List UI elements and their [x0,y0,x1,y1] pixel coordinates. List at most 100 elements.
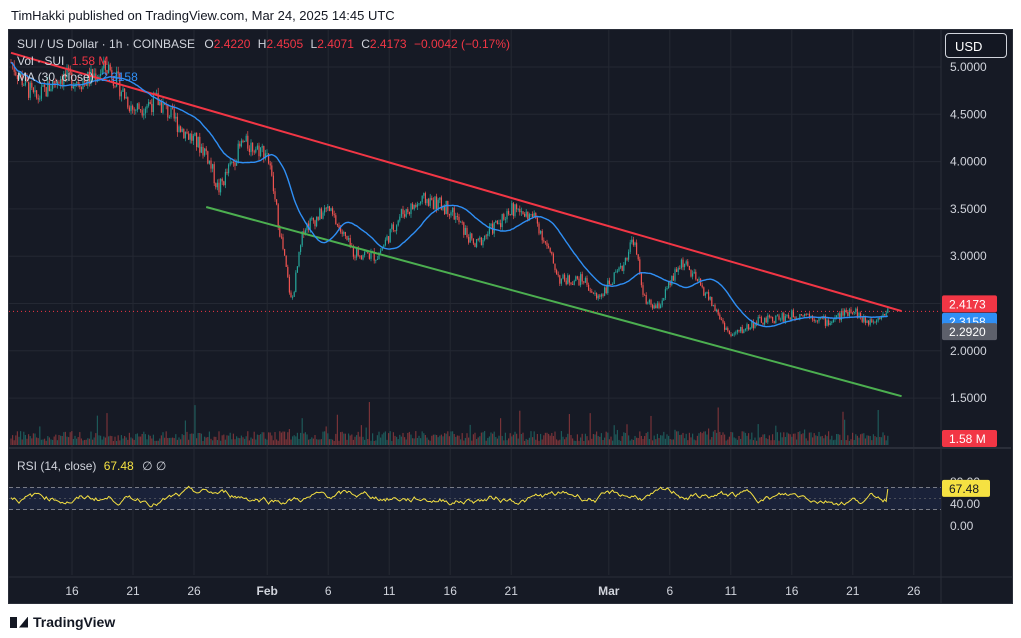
candle-body [508,211,510,215]
candle-body [722,319,724,323]
candle-body [93,73,95,79]
volume-bar [71,431,73,445]
volume-bar [605,431,607,445]
candle-body [634,242,636,245]
volume-bar [212,440,214,445]
candle-body [71,72,73,89]
volume-bar [215,436,217,445]
candle-body [864,316,866,323]
candle-body [370,251,372,259]
candle-body [725,328,727,330]
candle-body [765,317,767,323]
volume-bar [317,439,319,445]
volume-bar [125,437,127,445]
volume-bar [264,438,266,445]
candle-body [325,207,327,209]
candle-body [288,276,290,293]
candle-body [189,133,191,140]
candle-body [116,71,118,87]
candle-body [368,253,370,259]
candle-body [316,216,318,227]
volume-bar [236,436,238,445]
volume-bar [245,436,247,445]
candle-body [151,103,153,113]
volume-bar [696,435,698,445]
volume-bar [90,431,92,445]
support-trendline[interactable] [205,206,902,398]
candle-body [277,204,279,228]
volume-bar [44,438,46,445]
candle-body [708,292,710,300]
volume-bar [709,439,711,445]
volume-legend: Vol · SUI 1.58 M [17,54,108,68]
candle-body [704,293,706,296]
candle-body [471,233,473,239]
volume-bar [372,433,374,445]
candle-body [340,228,342,232]
candle-body [464,227,466,235]
candle-body [879,317,881,319]
volume-bar [189,433,191,445]
volume-bar [495,436,497,445]
volume-bar [231,439,233,445]
volume-bar [152,434,154,445]
candle-body [92,69,94,79]
price-tick-label: 4.5000 [950,107,987,121]
price-axis[interactable]: 5.00004.50004.00003.50003.00002.50002.00… [942,60,997,533]
volume-bar [178,437,180,445]
candle-body [503,214,505,220]
resistance-trendline[interactable] [10,51,902,313]
volume-bar [101,439,103,445]
candle-body [204,148,206,156]
trendlines[interactable] [9,51,941,398]
volume-bar [292,436,294,445]
volume-bar [362,436,364,445]
volume-bar [743,431,745,445]
candle-body [583,281,585,283]
candle-body [21,73,23,86]
volume-bar [688,432,690,445]
chart-svg[interactable]: 5.00004.50004.00003.50003.00002.50002.00… [9,30,1012,603]
volume-bar [92,439,94,445]
volume-bar [485,440,487,445]
volume-bar [591,438,593,445]
time-axis[interactable]: 16 21 26 Feb 6 11 16 21 Mar 6 11 16 21 26 [65,584,920,598]
candle-body [596,293,598,299]
volume-bar [335,433,337,445]
candle-body [474,243,476,247]
currency-button[interactable]: USD [945,33,1007,58]
volume-bar [260,434,262,445]
volume-bar [504,432,506,445]
volume-bar [287,432,289,445]
volume-bar [560,431,562,445]
candle-body [592,292,594,294]
volume-bar [256,434,258,445]
volume-bar [861,433,863,445]
volume-bar [368,402,370,445]
candle-body [690,270,692,277]
candle-body [32,87,34,93]
time-tick-label: 26 [907,584,921,598]
volume-bar [56,440,58,445]
candle-body [295,272,297,293]
candle-body [407,209,409,213]
volume-bar [413,438,415,445]
volume-bar [776,432,778,445]
volume-bar [120,435,122,445]
candle-body [687,261,689,266]
candle-body [554,263,556,271]
volume-bar [712,431,714,445]
volume-bar [600,433,602,445]
volume-bar [784,436,786,445]
candle-body [416,204,418,207]
volume-bar [837,434,839,445]
candle-body [396,225,398,231]
chart-frame[interactable]: 5.00004.50004.00003.50003.00002.50002.00… [8,29,1013,604]
candle-body [191,133,193,141]
candle-body [496,220,498,225]
candle-body [648,299,650,303]
volume-bar [341,431,343,445]
volume-bar [295,436,297,445]
tradingview-logo[interactable]: TradingView [10,614,115,630]
volume-bar [124,436,126,445]
